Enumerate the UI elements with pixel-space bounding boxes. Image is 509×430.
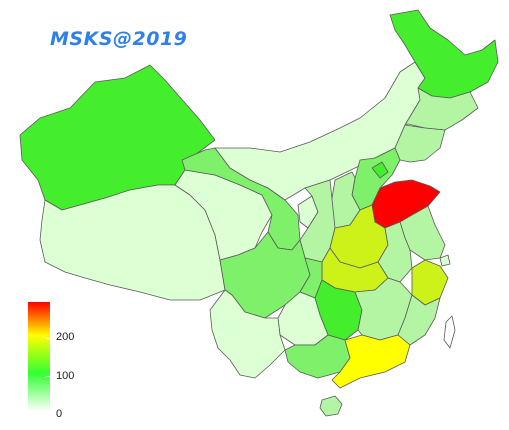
region-beijing	[371, 161, 389, 179]
region-shanghai	[439, 254, 451, 267]
region-taiwan	[443, 315, 456, 349]
region-hainan	[319, 395, 343, 417]
legend-tick-label: 200	[56, 331, 75, 343]
region-zhejiang	[411, 259, 449, 306]
region-heilongjiang	[389, 9, 499, 99]
region-guangdong	[331, 334, 411, 389]
region-anhui	[377, 221, 413, 283]
legend-tick-label: 0	[56, 408, 63, 420]
legend-tick-label: 100	[56, 370, 75, 382]
region-fujian	[397, 294, 441, 346]
region-liaoning	[394, 124, 446, 163]
region-yunnan	[209, 289, 286, 379]
region-jilin	[404, 87, 479, 131]
legend-color-bar	[28, 302, 50, 410]
legend-tick-mark	[46, 376, 50, 377]
map-title: MSKS@2019	[50, 28, 188, 50]
legend-tick-mark	[46, 338, 50, 339]
